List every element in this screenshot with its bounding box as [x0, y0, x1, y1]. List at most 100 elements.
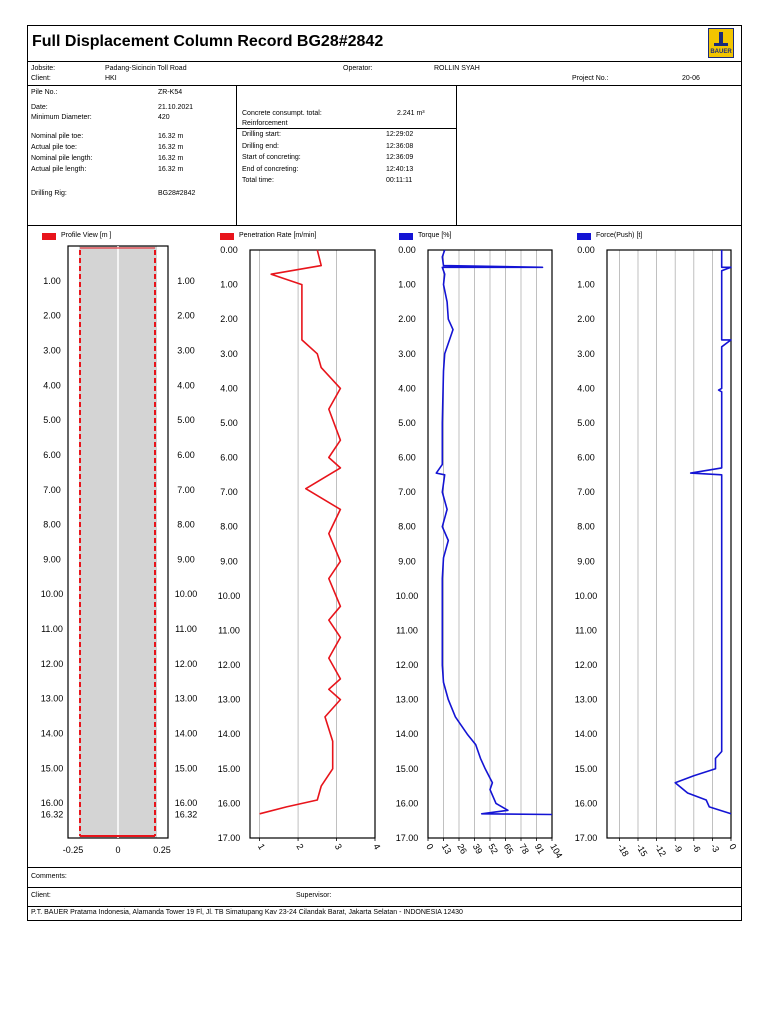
legend-swatch-torque [399, 233, 413, 240]
depth-tick-label: 9.00 [220, 556, 238, 566]
profile-tick-left: 14.00 [41, 729, 64, 739]
depth-tick-label: 11.00 [575, 625, 597, 635]
drill-end-label: Drilling end: [242, 143, 279, 150]
x-tick-label: 104 [548, 842, 564, 860]
depth-tick-label: 13.00 [575, 695, 598, 705]
operator-label: Operator: [343, 65, 373, 72]
project-label: Project No.: [572, 75, 609, 82]
depth-tick-label: 6.00 [577, 453, 595, 463]
logo-text: BAUER [710, 49, 732, 55]
depth-tick-label: 5.00 [398, 418, 416, 428]
x-tick-label: 52 [486, 842, 500, 856]
force-chart: 0.00 1.00 2.00 3.00 4.00 5.00 6.00 7.00 8.00 9.00… [575, 245, 739, 858]
total-value: 00:11:11 [386, 177, 413, 184]
depth-tick-label: 10.00 [218, 591, 241, 601]
nominal-len-value: 16.32 m [158, 155, 184, 162]
depth-tick-label: 15.00 [575, 764, 598, 774]
drill-end-value: 12:36:08 [386, 143, 414, 150]
actual-toe-value: 16.32 m [158, 144, 184, 151]
depth-tick-label: 12.00 [218, 660, 241, 670]
x-tick-label: 4 [371, 842, 382, 851]
legend-penetration: Penetration Rate [m/min] [239, 232, 317, 239]
profile-x-tick: 0.25 [153, 845, 171, 855]
depth-tick-label: 11.00 [396, 625, 418, 635]
series-line [259, 249, 342, 815]
profile-x-tick: -0.25 [63, 845, 84, 855]
rig-label: Drilling Rig: [31, 190, 67, 197]
profile-tick-right: 3.00 [177, 345, 195, 355]
profile-tick-right: 8.00 [177, 520, 195, 530]
profile-tick-left: 9.00 [43, 554, 61, 564]
footer-client-label: Client: [31, 892, 51, 899]
profile-tick-left: 2.00 [43, 311, 61, 321]
depth-tick-label: 7.00 [577, 487, 595, 497]
x-tick-label: 2 [294, 842, 305, 851]
x-tick-label: 65 [502, 842, 516, 856]
plot-frame [249, 249, 376, 839]
profile-tick-right: 11.00 [175, 624, 197, 634]
profile-tick-right: 7.00 [177, 485, 195, 495]
profile-tick-left: 3.00 [43, 345, 61, 355]
depth-tick-label: 8.00 [220, 522, 238, 532]
footer-signature-box [27, 887, 742, 907]
x-tick-label: 78 [517, 842, 531, 856]
x-tick-label: -18 [616, 842, 631, 858]
depth-tick-label: 7.00 [398, 487, 416, 497]
profile-tick-right: 1.00 [177, 276, 195, 286]
series-line [674, 250, 732, 815]
depth-tick-label: 2.00 [398, 314, 416, 324]
profile-tick-right: 12.00 [175, 659, 198, 669]
jobsite-value: Padang-Sicincin Toll Road [105, 65, 187, 72]
depth-tick-label: 6.00 [220, 453, 238, 463]
depth-tick-label: 17.00 [396, 833, 419, 843]
profile-tick-right: 15.00 [175, 763, 198, 773]
depth-tick-label: 5.00 [220, 418, 238, 428]
profile-tick-right: 6.00 [177, 450, 195, 460]
x-tick-label: 26 [455, 842, 469, 856]
profile-tick-left: 6.00 [43, 450, 61, 460]
page-title: Full Displacement Column Record BG28#284… [32, 33, 384, 50]
profile-tick-left: 10.00 [41, 589, 64, 599]
comments-label: Comments: [31, 873, 67, 880]
depth-tick-label: 16.00 [218, 798, 241, 808]
legend-swatch-profile [42, 233, 56, 240]
profile-tick-right: 16.00 [175, 798, 198, 808]
profile-depth-ticks: 1.00 1.00 2.00 2.00 3.00 3.00 4.00 4.00 5.00 5.00… [41, 276, 198, 819]
profile-tick-left: 5.00 [43, 415, 61, 425]
depth-tick-label: 3.00 [220, 349, 238, 359]
depth-tick-label: 13.00 [396, 695, 419, 705]
depth-tick-label: 2.00 [577, 314, 595, 324]
x-tick-label: 1 [256, 842, 267, 851]
x-tick-label: 13 [440, 842, 454, 856]
x-tick-label: 3 [333, 842, 344, 851]
x-tick-label: -6 [690, 842, 703, 854]
depth-tick-label: 0.00 [398, 245, 416, 255]
depth-tick-label: 4.00 [398, 383, 416, 393]
actual-toe-label: Actual pile toe: [31, 144, 77, 151]
logo-icon [719, 32, 723, 44]
depth-tick-label: 3.00 [398, 349, 416, 359]
depth-tick-label: 15.00 [396, 764, 419, 774]
legend-torque: Torque [%] [418, 232, 452, 239]
mindiam-value: 420 [158, 114, 170, 121]
actual-len-label: Actual pile length: [31, 166, 87, 173]
depth-tick-label: 7.00 [220, 487, 238, 497]
client-value: HKI [105, 75, 117, 82]
legend-swatch-penetration [220, 233, 234, 240]
x-tick-label: 0 [727, 842, 738, 851]
profile-tick-right: 9.00 [177, 554, 195, 564]
supervisor-label: Supervisor: [296, 892, 332, 899]
profile-tick-left: 15.00 [41, 763, 64, 773]
concrete-label: Concrete consumpt. total: [242, 110, 322, 117]
profile-tick-left: 7.00 [43, 485, 61, 495]
nominal-toe-label: Nominal pile toe: [31, 133, 84, 140]
depth-tick-label: 0.00 [220, 245, 238, 255]
actual-len-value: 16.32 m [158, 166, 184, 173]
info-divider-1 [236, 85, 237, 226]
logo-icon-base [714, 43, 728, 46]
profile-tick-left: 16.00 [41, 798, 64, 808]
legend-profile: Profile View [m ] [61, 232, 112, 239]
depth-tick-label: 13.00 [218, 695, 241, 705]
profile-tick-left: 13.00 [41, 694, 64, 704]
